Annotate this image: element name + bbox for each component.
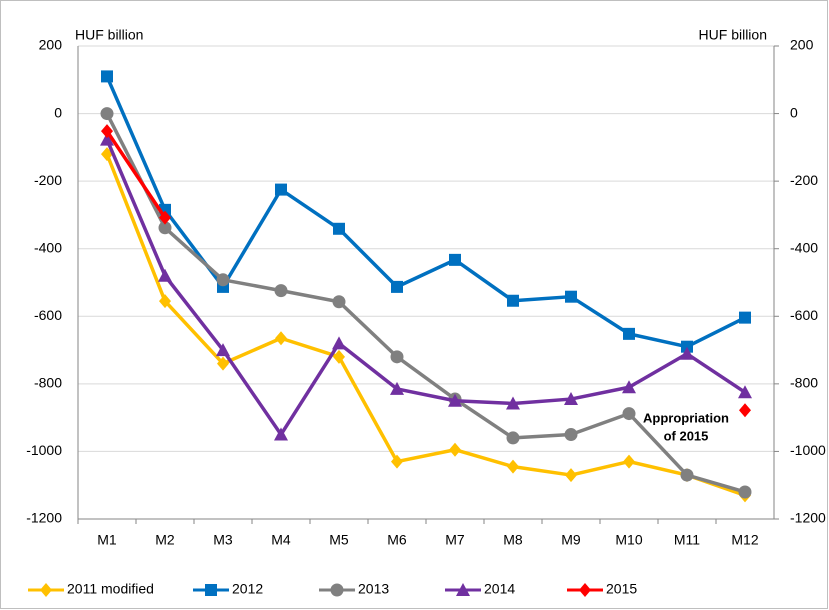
data-point [332, 336, 346, 350]
data-point [274, 284, 288, 298]
y2-tick-label: -1200 [790, 510, 826, 526]
x-tick-label: M10 [615, 532, 642, 548]
data-point [449, 253, 461, 266]
data-point [738, 485, 752, 499]
data-point [217, 356, 229, 371]
legend-marker [40, 583, 52, 597]
data-point [739, 403, 751, 418]
data-point [680, 468, 694, 482]
y-tick-label: -200 [34, 172, 62, 188]
data-point [739, 311, 751, 324]
legend-marker [579, 583, 591, 597]
data-point [506, 396, 520, 410]
data-point [391, 454, 403, 469]
data-point [623, 327, 635, 340]
annotation: of 2015 [664, 428, 709, 443]
legend-label: 2012 [232, 581, 263, 597]
data-point [159, 210, 171, 225]
y2-axis-label: HUF billion [699, 27, 767, 43]
data-point [390, 350, 404, 364]
x-tick-label: M5 [329, 532, 349, 548]
data-point [738, 385, 752, 399]
legend-label: 2013 [358, 581, 389, 597]
legend-label: 2014 [484, 581, 515, 597]
x-tick-label: M8 [503, 532, 523, 548]
x-tick-label: M4 [271, 532, 291, 548]
data-point [159, 294, 171, 309]
data-point [332, 295, 346, 309]
data-point [623, 454, 635, 469]
y2-tick-label: 200 [790, 37, 814, 53]
data-point [390, 381, 404, 395]
legend-label: 2015 [606, 581, 637, 597]
data-point [333, 222, 345, 235]
data-point [564, 392, 578, 406]
series-line [105, 75, 746, 349]
x-tick-label: M9 [561, 532, 581, 548]
data-point [680, 346, 694, 360]
x-tick-label: M6 [387, 532, 407, 548]
data-point [100, 132, 114, 146]
x-tick-label: M3 [213, 532, 233, 548]
y2-tick-label: -400 [790, 239, 818, 255]
data-point [565, 468, 577, 483]
data-point [681, 340, 693, 353]
legend-marker [330, 583, 344, 597]
data-point [622, 407, 636, 421]
data-point [622, 380, 636, 394]
data-point [216, 343, 230, 357]
y2-tick-label: -200 [790, 172, 818, 188]
x-tick-label: M1 [97, 532, 117, 548]
x-tick-label: M2 [155, 532, 175, 548]
legend-label: 2011 modified [67, 581, 154, 597]
x-tick-label: M11 [674, 532, 700, 548]
y-axis-label: HUF billion [75, 27, 143, 43]
y2-tick-label: -600 [790, 307, 818, 323]
annotation: Appropriation [643, 410, 729, 425]
y-tick-label: 0 [54, 104, 62, 120]
x-tick-label: M7 [445, 532, 465, 548]
data-point [275, 331, 287, 346]
data-point [100, 107, 114, 121]
y2-tick-label: -800 [790, 375, 818, 391]
data-point [449, 442, 461, 457]
series-line [105, 153, 746, 498]
y-tick-label: -1200 [26, 510, 62, 526]
data-point [564, 428, 578, 442]
data-point [101, 70, 113, 83]
data-point [158, 268, 172, 282]
data-point [101, 124, 113, 139]
y-tick-label: -600 [34, 307, 62, 323]
y-tick-label: -1000 [26, 442, 62, 458]
y-tick-label: 200 [39, 37, 63, 53]
data-point [448, 393, 462, 407]
legend-marker [456, 583, 470, 596]
x-tick-label: M12 [731, 532, 758, 548]
y-tick-label: -800 [34, 375, 62, 391]
data-point [274, 427, 288, 441]
series-line [105, 112, 746, 494]
legend-marker [205, 584, 217, 596]
series-line [105, 138, 746, 437]
data-point [565, 290, 577, 303]
data-point [333, 349, 345, 364]
data-point [507, 459, 519, 474]
data-point [507, 294, 519, 307]
y2-tick-label: -1000 [790, 442, 826, 458]
data-point [506, 431, 520, 445]
data-point [216, 273, 230, 287]
data-point [158, 221, 172, 235]
series-line [105, 130, 167, 219]
y-tick-label: -400 [34, 239, 62, 255]
data-point [275, 183, 287, 196]
y2-tick-label: 0 [790, 104, 798, 120]
data-point [391, 280, 403, 293]
